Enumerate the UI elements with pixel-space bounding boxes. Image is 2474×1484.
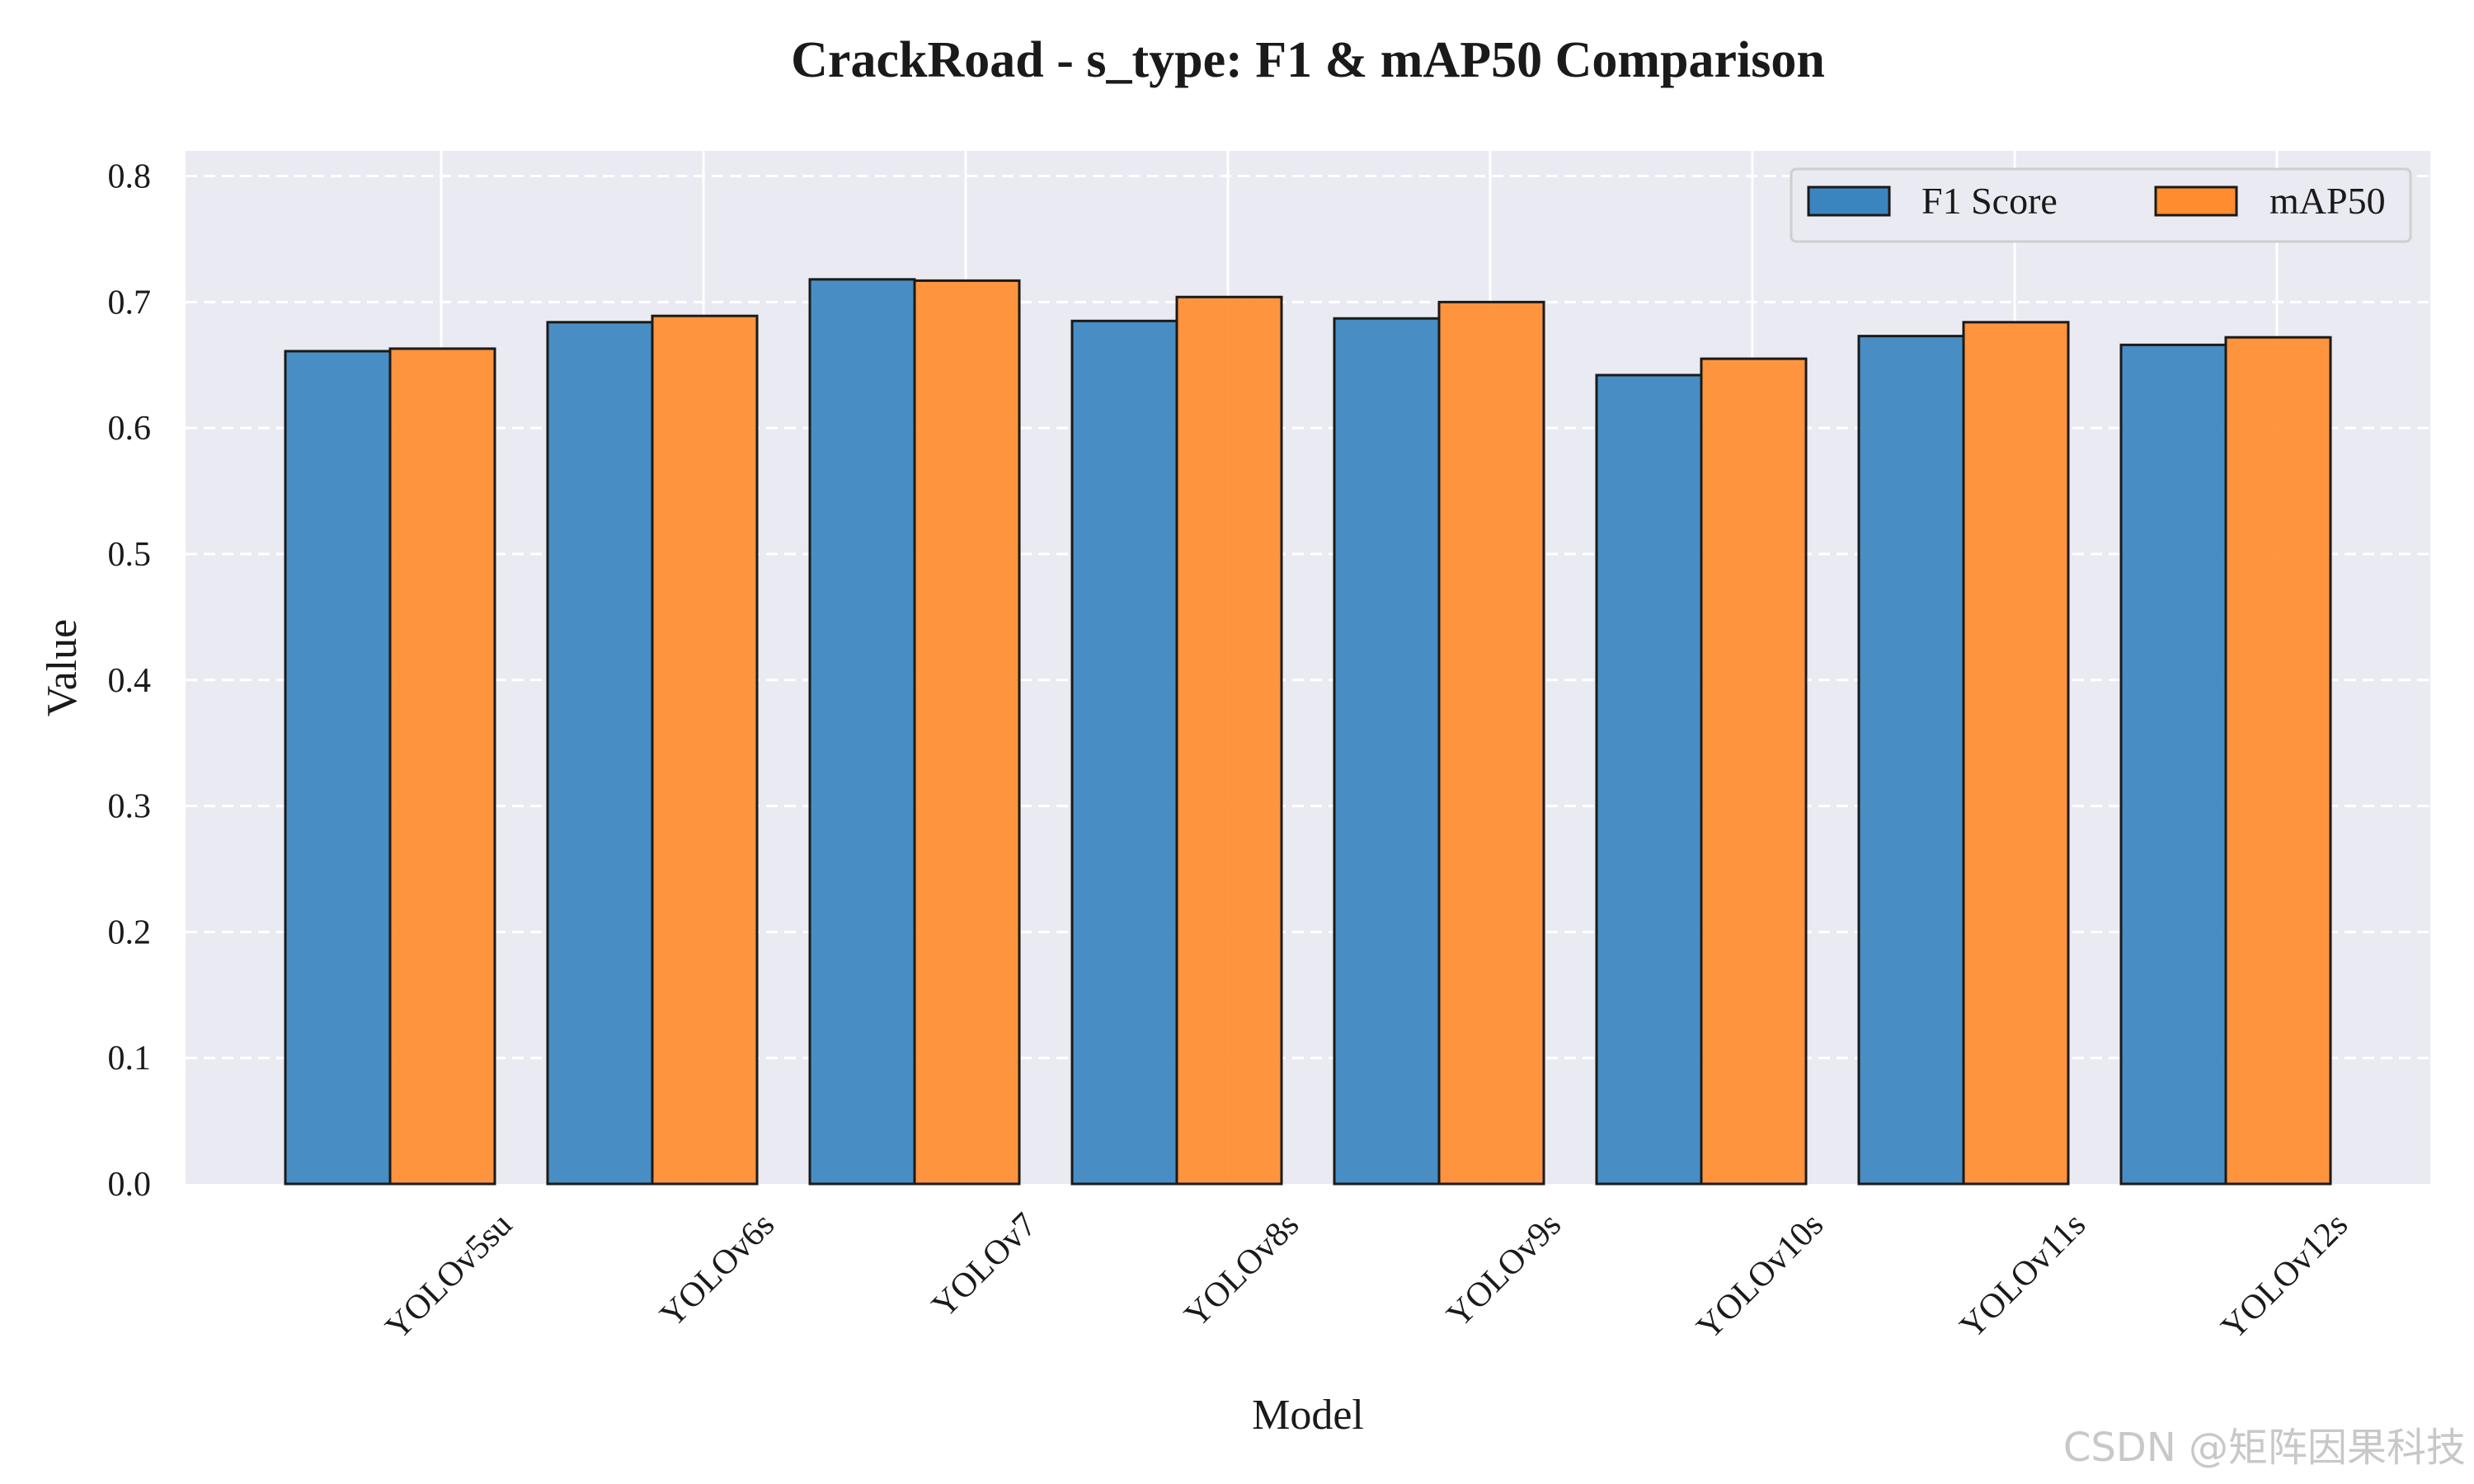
bar-f1-score-yolov10s xyxy=(1595,373,1703,1186)
plot-background xyxy=(186,151,2430,1184)
bar-map50-yolov7 xyxy=(913,279,1021,1186)
y-tick-label: 0.3 xyxy=(108,788,152,826)
bar-map50-yolov11s xyxy=(1962,321,2070,1186)
x-tick-label: YOLOv10s xyxy=(1690,1206,1831,1347)
x-tick-label: YOLOv6s xyxy=(653,1206,782,1335)
bar-f1-score-yolov9s xyxy=(1333,317,1441,1186)
x-tick-label: YOLOv5su xyxy=(379,1206,520,1347)
y-axis-label: Value xyxy=(39,619,86,716)
bar-f1-score-yolov8s xyxy=(1070,319,1178,1186)
legend-frame xyxy=(1790,167,2412,243)
chart-title: CrackRoad - s_type: F1 & mAP50 Compariso… xyxy=(791,32,1825,88)
x-tick-label: YOLOv11s xyxy=(1953,1206,2093,1346)
bar-f1-score-yolov5su xyxy=(284,350,392,1186)
x-tick-label: YOLOv9s xyxy=(1440,1206,1569,1335)
legend-swatch-map50 xyxy=(2154,186,2238,217)
x-tick-label: YOLOv8s xyxy=(1178,1206,1306,1335)
bar-f1-score-yolov7 xyxy=(808,278,916,1186)
bar-f1-score-yolov11s xyxy=(1857,335,1965,1186)
legend-label-f1-score: F1 Score xyxy=(1921,180,2058,222)
y-tick-label: 0.1 xyxy=(108,1040,152,1078)
bar-map50-yolov9s xyxy=(1437,300,1545,1186)
bar-map50-yolov10s xyxy=(1700,357,1808,1186)
bar-f1-score-yolov6s xyxy=(546,321,654,1186)
bar-f1-score-yolov12s xyxy=(2119,343,2227,1186)
y-tick-label: 0.5 xyxy=(108,536,152,574)
x-ticks: YOLOv5su YOLOv6s YOLOv7 YOLOv8s YOLOv9s YOLOv… xyxy=(379,1206,2355,1347)
legend-label-map50: mAP50 xyxy=(2269,180,2386,222)
y-tick-label: 0.4 xyxy=(108,662,152,700)
y-tick-label: 0.6 xyxy=(108,410,152,448)
y-tick-label: 0.7 xyxy=(108,284,152,322)
bar-map50-yolov8s xyxy=(1175,295,1283,1186)
x-tick-label: YOLOv12s xyxy=(2214,1206,2355,1347)
x-axis-label: Model xyxy=(1252,1392,1364,1439)
bar-map50-yolov6s xyxy=(651,314,759,1186)
y-tick-label: 0.0 xyxy=(108,1166,152,1204)
bar-map50-yolov12s xyxy=(2224,336,2332,1186)
bar-map50-yolov5su xyxy=(388,347,496,1186)
watermark: CSDN @矩阵因果科技 xyxy=(2063,1425,2466,1471)
legend-swatch-f1-score xyxy=(1807,186,1891,217)
bars xyxy=(284,278,2332,1186)
y-ticks: 0.0 0.1 0.2 0.3 0.4 0.5 0.6 0.7 0.8 xyxy=(108,158,152,1204)
legend: F1 Score mAP50 xyxy=(1790,167,2412,243)
y-tick-label: 0.2 xyxy=(108,913,152,951)
x-tick-label: YOLOv7 xyxy=(924,1206,1044,1326)
y-tick-label: 0.8 xyxy=(108,158,152,196)
